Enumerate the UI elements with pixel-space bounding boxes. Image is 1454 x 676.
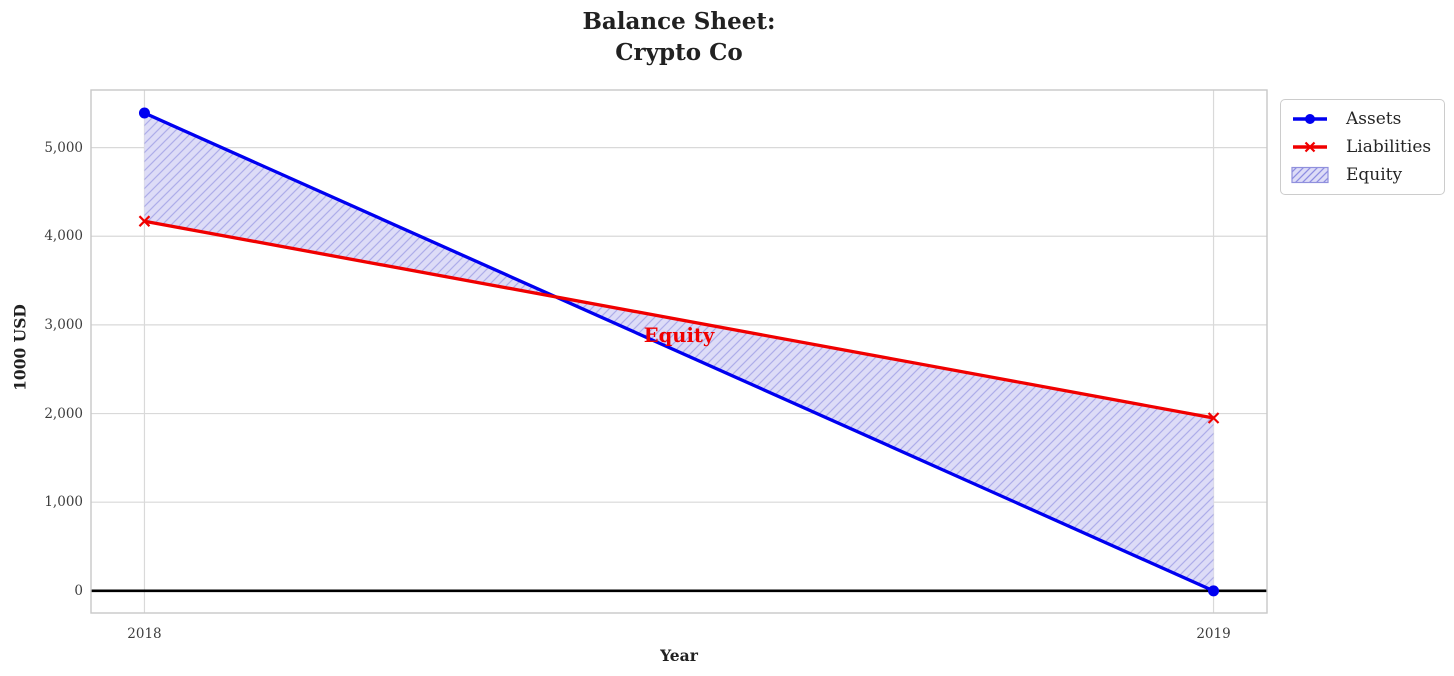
plot-border: [90, 89, 1268, 614]
y-tick-label: 5,000: [44, 139, 83, 156]
liabilities-line: [144, 219, 1214, 420]
liabilities-marker: [1207, 412, 1220, 424]
y-tick-label: 1,000: [44, 494, 83, 511]
assets-line: [143, 111, 1215, 593]
assets-line-swatch-icon: [1293, 114, 1327, 124]
x-axis-label: Year: [660, 646, 698, 665]
liabilities-marker: [138, 215, 151, 227]
legend-row-equity: Equity: [1291, 163, 1431, 187]
equity-hatch-swatch-icon: [1291, 166, 1329, 184]
chart-title-line1: Balance Sheet:: [582, 8, 776, 35]
y-tick-label: 3,000: [44, 316, 83, 333]
legend-label-assets: Assets: [1346, 109, 1402, 129]
y-tick-label: 0: [74, 582, 83, 599]
chart-title-line2: Crypto Co: [615, 39, 743, 66]
x-tick-label: 2019: [1196, 626, 1231, 642]
legend-label-equity: Equity: [1346, 165, 1403, 185]
x-tick-label: 2018: [127, 626, 162, 642]
y-tick-label: 4,000: [44, 228, 83, 245]
chart-title: Balance Sheet: Crypto Co: [91, 6, 1267, 68]
equity-annotation: Equity: [644, 324, 715, 347]
legend-row-assets: Assets: [1291, 107, 1431, 131]
legend-row-liabilities: Liabilities: [1291, 135, 1431, 159]
assets-marker: [1208, 585, 1220, 597]
y-tick-label: 2,000: [44, 405, 83, 422]
liabilities-line-swatch-icon: [1293, 141, 1327, 153]
assets-marker: [138, 107, 150, 119]
legend-label-liabilities: Liabilities: [1346, 137, 1432, 157]
legend: Assets Liabilities Equity: [1280, 99, 1446, 195]
